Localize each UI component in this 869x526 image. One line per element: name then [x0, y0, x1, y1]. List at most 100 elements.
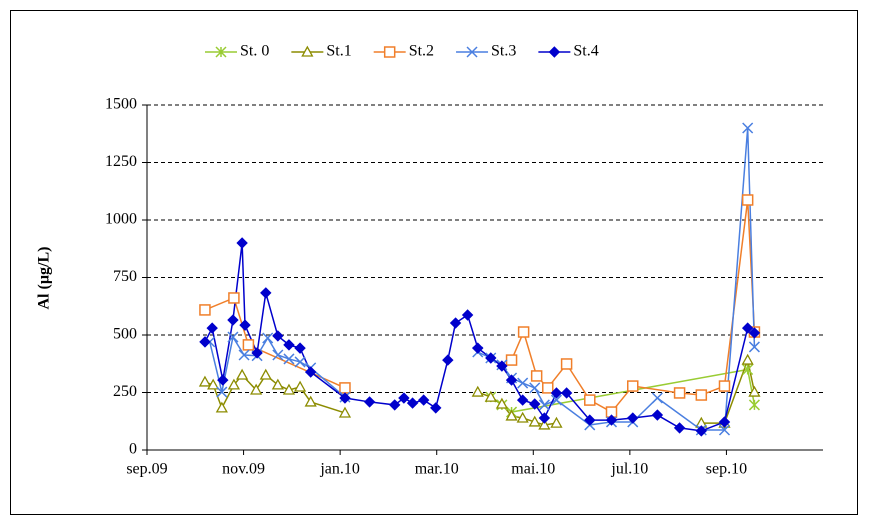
marker — [627, 380, 639, 392]
legend-item: St.3 — [456, 43, 516, 60]
marker — [227, 314, 239, 326]
marker — [742, 363, 754, 376]
legend-item: St.4 — [538, 43, 599, 60]
marker — [718, 380, 731, 392]
marker — [485, 352, 497, 364]
marker — [461, 309, 474, 321]
marker — [304, 366, 317, 378]
marker — [339, 392, 351, 404]
y-tick-label: 0 — [129, 441, 137, 458]
marker — [550, 387, 563, 399]
x-tick-label: jan.10 — [319, 461, 360, 478]
marker — [398, 392, 410, 404]
marker — [472, 342, 484, 354]
y-tick-label: 250 — [113, 383, 137, 400]
marker — [516, 411, 529, 423]
marker — [199, 336, 211, 348]
marker — [529, 382, 541, 394]
marker — [239, 319, 251, 331]
marker — [217, 374, 229, 386]
marker — [673, 422, 686, 434]
x-tick-label: sep.10 — [706, 461, 747, 478]
marker — [530, 370, 543, 382]
marker — [236, 237, 248, 249]
marker — [283, 353, 295, 365]
marker — [517, 326, 530, 338]
marker — [584, 414, 596, 426]
marker — [272, 330, 284, 342]
marker — [538, 399, 550, 411]
marker — [718, 424, 731, 436]
y-tick-label: 1000 — [105, 211, 137, 228]
marker — [304, 395, 317, 407]
marker — [250, 383, 263, 395]
marker — [283, 339, 295, 351]
x-tick-label: jul.10 — [610, 461, 648, 478]
marker — [338, 406, 352, 418]
marker — [505, 374, 518, 386]
plot-area — [198, 122, 761, 437]
marker — [293, 380, 307, 392]
marker — [748, 385, 761, 397]
legend-label: St.4 — [573, 43, 598, 60]
marker — [471, 385, 484, 397]
marker — [673, 387, 686, 399]
marker — [651, 409, 664, 421]
x-tick-label: nov.09 — [222, 461, 265, 478]
marker — [505, 354, 518, 366]
marker — [550, 416, 563, 428]
marker — [339, 382, 351, 394]
marker — [216, 386, 228, 398]
marker — [215, 401, 228, 413]
marker — [271, 378, 284, 390]
marker — [529, 398, 541, 410]
grid: 0 250 500 750 1000 1250 1500 sep.09 nov.09 jan.10… — [105, 96, 823, 478]
legend-label: St. 0 — [240, 43, 269, 60]
marker — [442, 354, 454, 366]
marker — [227, 331, 239, 343]
marker — [228, 292, 240, 304]
marker — [301, 45, 314, 57]
marker — [383, 46, 396, 58]
marker — [584, 394, 596, 406]
marker — [199, 304, 211, 316]
marker — [741, 353, 754, 365]
x-tick-label: mar.10 — [415, 461, 459, 478]
marker — [741, 194, 754, 206]
marker — [262, 332, 274, 344]
marker — [605, 414, 618, 426]
legend-label: St.2 — [409, 43, 434, 60]
marker — [260, 287, 272, 299]
marker — [227, 378, 241, 390]
marker — [417, 394, 430, 406]
marker — [294, 342, 306, 354]
x-tick-label: mai.10 — [511, 461, 555, 478]
marker — [742, 122, 754, 134]
marker — [238, 349, 250, 361]
marker — [516, 394, 529, 406]
marker — [695, 389, 708, 401]
marker — [207, 378, 220, 390]
marker — [449, 317, 462, 329]
marker — [695, 425, 708, 437]
marker — [259, 368, 272, 380]
legend-item: St.1 — [291, 43, 352, 60]
marker — [538, 412, 551, 424]
marker — [198, 375, 212, 387]
marker — [363, 396, 376, 408]
marker — [484, 390, 497, 402]
marker — [272, 349, 284, 361]
legend-label: St.1 — [326, 43, 351, 60]
marker — [627, 412, 639, 424]
legend-item: St. 0 — [205, 43, 269, 60]
marker — [495, 397, 509, 409]
marker — [294, 356, 306, 368]
marker — [236, 368, 249, 380]
marker — [560, 358, 573, 370]
marker — [741, 322, 754, 334]
marker — [748, 399, 760, 411]
marker — [466, 46, 478, 58]
marker — [718, 416, 731, 428]
marker — [430, 402, 442, 414]
